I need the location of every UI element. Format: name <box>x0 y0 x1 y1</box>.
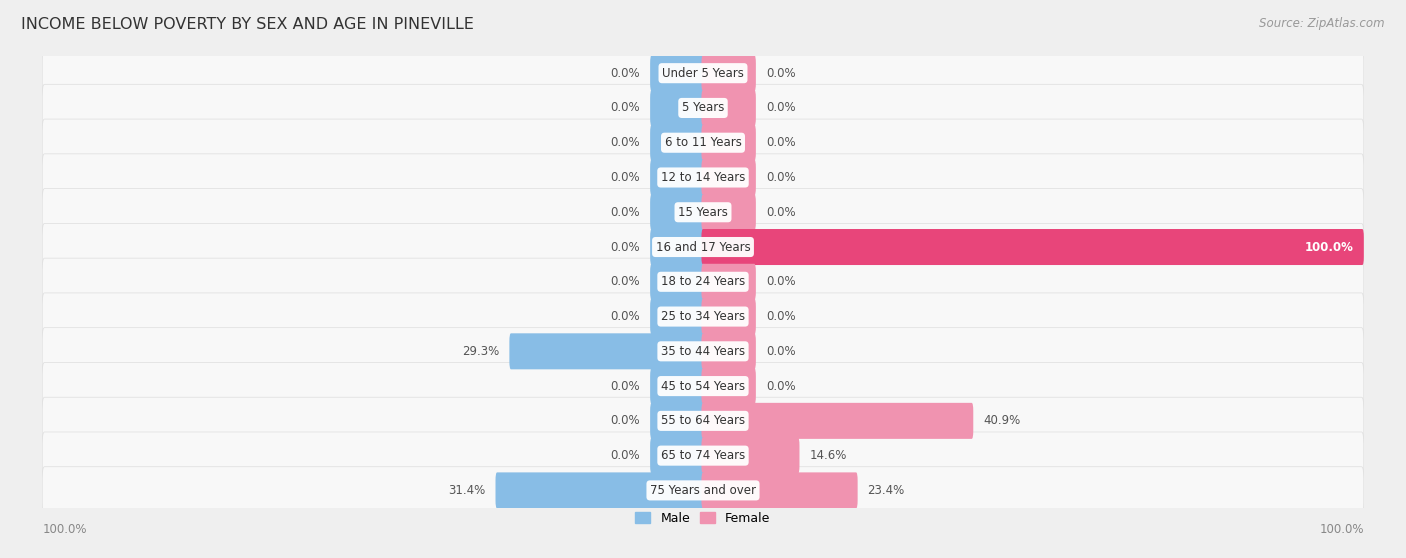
Text: 6 to 11 Years: 6 to 11 Years <box>665 136 741 149</box>
FancyBboxPatch shape <box>650 55 704 91</box>
FancyBboxPatch shape <box>650 437 704 474</box>
Text: 0.0%: 0.0% <box>766 206 796 219</box>
FancyBboxPatch shape <box>702 194 756 230</box>
FancyBboxPatch shape <box>650 124 704 161</box>
FancyBboxPatch shape <box>495 473 704 508</box>
Text: INCOME BELOW POVERTY BY SEX AND AGE IN PINEVILLE: INCOME BELOW POVERTY BY SEX AND AGE IN P… <box>21 17 474 32</box>
Text: 0.0%: 0.0% <box>610 449 640 462</box>
Text: 0.0%: 0.0% <box>610 240 640 253</box>
Text: 29.3%: 29.3% <box>463 345 499 358</box>
Text: 18 to 24 Years: 18 to 24 Years <box>661 275 745 288</box>
Text: 0.0%: 0.0% <box>766 345 796 358</box>
FancyBboxPatch shape <box>702 299 756 335</box>
FancyBboxPatch shape <box>42 466 1364 514</box>
Text: 35 to 44 Years: 35 to 44 Years <box>661 345 745 358</box>
Text: 0.0%: 0.0% <box>766 171 796 184</box>
FancyBboxPatch shape <box>702 90 756 126</box>
Text: 75 Years and over: 75 Years and over <box>650 484 756 497</box>
Text: 55 to 64 Years: 55 to 64 Years <box>661 415 745 427</box>
FancyBboxPatch shape <box>650 299 704 335</box>
FancyBboxPatch shape <box>650 368 704 404</box>
FancyBboxPatch shape <box>42 293 1364 340</box>
FancyBboxPatch shape <box>42 363 1364 410</box>
FancyBboxPatch shape <box>650 264 704 300</box>
Text: 0.0%: 0.0% <box>610 136 640 149</box>
Text: 25 to 34 Years: 25 to 34 Years <box>661 310 745 323</box>
Text: 23.4%: 23.4% <box>868 484 905 497</box>
FancyBboxPatch shape <box>702 437 800 474</box>
FancyBboxPatch shape <box>42 84 1364 132</box>
Text: 65 to 74 Years: 65 to 74 Years <box>661 449 745 462</box>
Text: 0.0%: 0.0% <box>766 379 796 393</box>
FancyBboxPatch shape <box>702 368 756 404</box>
FancyBboxPatch shape <box>702 333 756 369</box>
Text: 5 Years: 5 Years <box>682 102 724 114</box>
Text: 0.0%: 0.0% <box>610 275 640 288</box>
Text: 12 to 14 Years: 12 to 14 Years <box>661 171 745 184</box>
FancyBboxPatch shape <box>702 229 1364 265</box>
Text: 100.0%: 100.0% <box>1305 240 1354 253</box>
FancyBboxPatch shape <box>42 432 1364 479</box>
FancyBboxPatch shape <box>702 473 858 508</box>
Text: 0.0%: 0.0% <box>610 379 640 393</box>
FancyBboxPatch shape <box>702 124 756 161</box>
Text: 40.9%: 40.9% <box>983 415 1021 427</box>
FancyBboxPatch shape <box>650 403 704 439</box>
FancyBboxPatch shape <box>702 160 756 195</box>
FancyBboxPatch shape <box>42 258 1364 305</box>
Text: 16 and 17 Years: 16 and 17 Years <box>655 240 751 253</box>
FancyBboxPatch shape <box>702 264 756 300</box>
Legend: Male, Female: Male, Female <box>631 508 775 528</box>
Text: 0.0%: 0.0% <box>766 275 796 288</box>
Text: 0.0%: 0.0% <box>766 136 796 149</box>
Text: 0.0%: 0.0% <box>766 67 796 80</box>
FancyBboxPatch shape <box>650 229 704 265</box>
FancyBboxPatch shape <box>42 50 1364 97</box>
Text: 100.0%: 100.0% <box>42 523 87 536</box>
Text: 14.6%: 14.6% <box>810 449 846 462</box>
Text: 0.0%: 0.0% <box>766 102 796 114</box>
FancyBboxPatch shape <box>650 160 704 195</box>
FancyBboxPatch shape <box>702 403 973 439</box>
Text: 0.0%: 0.0% <box>610 310 640 323</box>
Text: Under 5 Years: Under 5 Years <box>662 67 744 80</box>
FancyBboxPatch shape <box>650 90 704 126</box>
FancyBboxPatch shape <box>42 397 1364 445</box>
FancyBboxPatch shape <box>509 333 704 369</box>
FancyBboxPatch shape <box>42 328 1364 375</box>
FancyBboxPatch shape <box>42 154 1364 201</box>
Text: 45 to 54 Years: 45 to 54 Years <box>661 379 745 393</box>
Text: 0.0%: 0.0% <box>766 310 796 323</box>
FancyBboxPatch shape <box>42 119 1364 166</box>
FancyBboxPatch shape <box>42 223 1364 271</box>
FancyBboxPatch shape <box>42 189 1364 236</box>
Text: 15 Years: 15 Years <box>678 206 728 219</box>
Text: 31.4%: 31.4% <box>449 484 485 497</box>
FancyBboxPatch shape <box>650 194 704 230</box>
FancyBboxPatch shape <box>702 55 756 91</box>
Text: Source: ZipAtlas.com: Source: ZipAtlas.com <box>1260 17 1385 30</box>
Text: 0.0%: 0.0% <box>610 206 640 219</box>
Text: 0.0%: 0.0% <box>610 415 640 427</box>
Text: 0.0%: 0.0% <box>610 67 640 80</box>
Text: 0.0%: 0.0% <box>610 102 640 114</box>
Text: 0.0%: 0.0% <box>610 171 640 184</box>
Text: 100.0%: 100.0% <box>1319 523 1364 536</box>
